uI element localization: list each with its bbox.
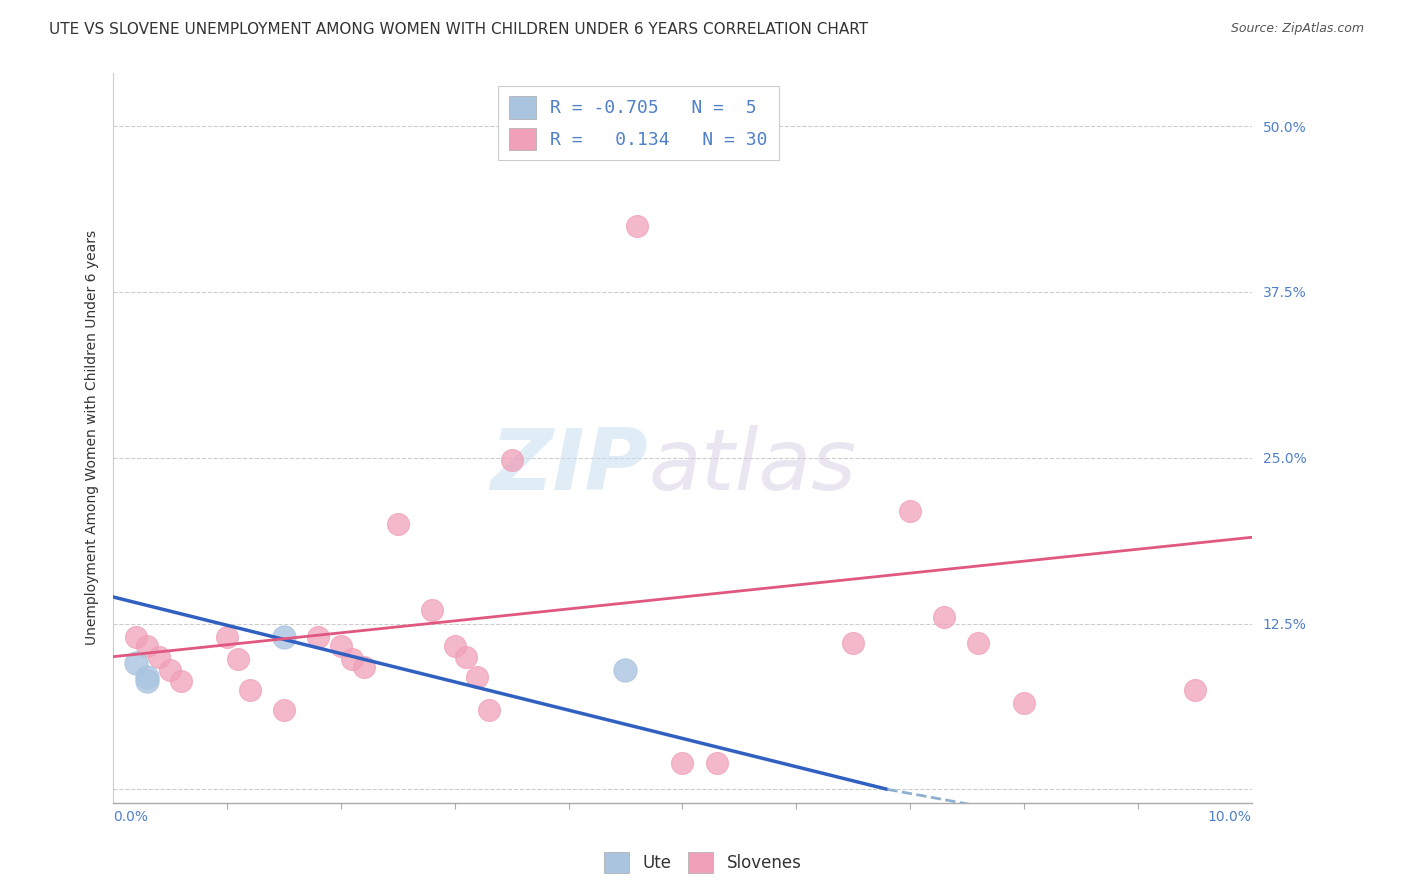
Point xyxy=(170,673,193,688)
Point xyxy=(136,673,159,688)
Point xyxy=(898,504,921,518)
Text: 10.0%: 10.0% xyxy=(1208,810,1251,824)
Point xyxy=(467,670,489,684)
Point xyxy=(626,219,648,233)
Point xyxy=(228,652,250,666)
Text: Source: ZipAtlas.com: Source: ZipAtlas.com xyxy=(1230,22,1364,36)
Point xyxy=(934,610,956,624)
Text: UTE VS SLOVENE UNEMPLOYMENT AMONG WOMEN WITH CHILDREN UNDER 6 YEARS CORRELATION : UTE VS SLOVENE UNEMPLOYMENT AMONG WOMEN … xyxy=(49,22,869,37)
Point xyxy=(420,603,443,617)
Point xyxy=(273,630,295,644)
Point xyxy=(671,756,693,770)
Point xyxy=(307,630,329,644)
Point xyxy=(125,657,148,671)
Point xyxy=(159,663,181,677)
Point xyxy=(443,639,465,653)
Point xyxy=(239,682,262,697)
Point xyxy=(329,639,352,653)
Text: 0.0%: 0.0% xyxy=(114,810,148,824)
Point xyxy=(501,453,523,467)
Legend: Ute, Slovenes: Ute, Slovenes xyxy=(598,846,808,880)
Point xyxy=(148,649,170,664)
Point xyxy=(967,636,990,650)
Point xyxy=(342,652,364,666)
Point xyxy=(842,636,865,650)
Point xyxy=(273,703,295,717)
Point xyxy=(478,703,501,717)
Legend: R = -0.705   N =  5, R =   0.134   N = 30: R = -0.705 N = 5, R = 0.134 N = 30 xyxy=(498,86,779,161)
Y-axis label: Unemployment Among Women with Children Under 6 years: Unemployment Among Women with Children U… xyxy=(86,230,100,645)
Point xyxy=(1184,682,1206,697)
Point xyxy=(125,630,148,644)
Point xyxy=(1012,696,1035,710)
Point xyxy=(215,630,238,644)
Point xyxy=(136,670,159,684)
Text: ZIP: ZIP xyxy=(491,425,648,508)
Point xyxy=(557,119,579,133)
Point xyxy=(706,756,728,770)
Point xyxy=(136,639,159,653)
Text: atlas: atlas xyxy=(648,425,856,508)
Point xyxy=(353,660,375,674)
Point xyxy=(456,649,478,664)
Point xyxy=(614,663,637,677)
Point xyxy=(387,516,409,531)
